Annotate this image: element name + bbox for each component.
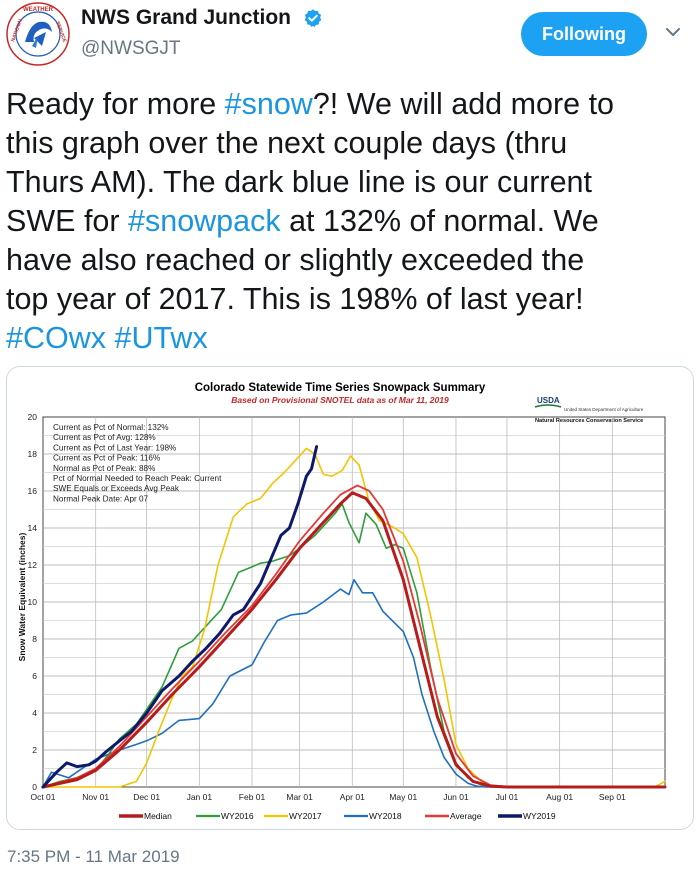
x-tick-label: Aug 01	[546, 792, 573, 802]
annotation-line: Normal as Pct of Peak: 88%	[53, 464, 155, 473]
legend-label-wy2017: WY2017	[289, 811, 322, 821]
text-segment: Ready for more	[6, 87, 225, 121]
verified-badge-icon	[304, 9, 322, 28]
tweet-line: this graph over the next couple days (th…	[6, 126, 568, 160]
chevron-down-icon[interactable]	[663, 22, 683, 42]
legend-label-average: Average	[450, 811, 482, 821]
snowpack-chart: Colorado Statewide Time Series Snowpack …	[7, 367, 693, 829]
y-axis-label: Snow Water Equivalent (inches)	[17, 533, 27, 662]
hashtag-cowx[interactable]: #COwx	[6, 321, 106, 355]
usda-logo-text: USDA	[537, 396, 560, 405]
text-segment: at 132% of normal. We	[280, 204, 599, 238]
tweet-line: #COwx #UTwx	[6, 319, 696, 358]
series-line-median	[41, 491, 667, 789]
x-tick-label: Jul 01	[496, 792, 519, 802]
tweet-media-image[interactable]: Colorado Statewide Time Series Snowpack …	[6, 366, 694, 830]
series-line-wy2018	[42, 579, 666, 788]
y-tick-label: 18	[28, 449, 38, 459]
series-line-wy2017	[42, 447, 666, 788]
y-tick-label: 8	[32, 634, 37, 644]
hashtag-utwx[interactable]: #UTwx	[114, 321, 208, 355]
chart-series	[41, 445, 667, 789]
hashtag-snowpack[interactable]: #snowpack	[128, 204, 281, 238]
annotation-line: Pct of Normal Needed to Reach Peak: Curr…	[53, 474, 222, 483]
annotation-line: SWE Equals or Exceeds Avg Peak	[53, 484, 180, 493]
y-tick-label: 10	[28, 597, 38, 607]
annotation-line: Current as Pct of Last Year: 198%	[53, 443, 176, 452]
y-tick-label: 14	[28, 523, 38, 533]
chart-background	[7, 367, 693, 829]
x-tick-label: Oct 01	[30, 792, 55, 802]
y-tick-label: 2	[32, 745, 37, 755]
y-tick-label: 12	[28, 560, 38, 570]
tweet-line: Thurs AM). The dark blue line is our cur…	[6, 165, 592, 199]
chart-grid	[42, 416, 666, 788]
tweet-text: Ready for more #snow?! We will add more …	[6, 85, 696, 358]
x-tick-label: Dec 01	[133, 792, 160, 802]
chart-title: Colorado Statewide Time Series Snowpack …	[195, 382, 486, 394]
text-segment: SWE for	[6, 204, 129, 238]
legend-label-wy2016: WY2016	[221, 811, 254, 821]
annotation-line: Current as Pct of Normal: 132%	[53, 423, 169, 432]
tweet-header: WEATHER NATIONAL SERVICE NWS Grand Junct…	[0, 0, 700, 80]
avatar-text-top: WEATHER	[23, 7, 54, 13]
series-line-wy2019	[41, 445, 319, 789]
user-handle[interactable]: @NWSGJT	[81, 38, 181, 59]
usda-logo: USDA United States Department of Agricul…	[534, 394, 644, 424]
usda-logo-swoosh	[534, 404, 562, 408]
usda-service-text: Natural Resources Conservation Service	[535, 418, 643, 424]
series-line-average	[42, 484, 666, 788]
x-tick-label: Mar 01	[286, 792, 313, 802]
chart-subtitle: Based on Provisional SNOTEL data as of M…	[231, 395, 449, 405]
tweet-line: have also reached or slightly exceeded t…	[6, 243, 585, 277]
x-tick-label: Apr 01	[340, 792, 365, 802]
legend-label-wy2019: WY2019	[523, 811, 556, 821]
x-tick-label: Nov 01	[82, 792, 109, 802]
y-tick-label: 16	[28, 486, 38, 496]
tweet-timestamp[interactable]: 7:35 PM - 11 Mar 2019	[7, 847, 180, 866]
y-tick-label: 4	[32, 708, 37, 718]
tweet-line: top year of 2017. This is 198% of last y…	[6, 282, 584, 316]
usda-dept-text: United States Department of Agriculture	[564, 407, 644, 412]
x-tick-label: Sep 01	[599, 792, 626, 802]
x-tick-label: May 01	[389, 792, 417, 802]
display-name[interactable]: NWS Grand Junction	[81, 6, 291, 29]
following-button[interactable]: Following	[521, 12, 647, 56]
y-tick-label: 6	[32, 671, 37, 681]
x-tick-label: Jan 01	[187, 792, 213, 802]
x-axis-ticks: Oct 01 Nov 01 Dec 01 Jan 01 Feb 01 Mar 01 Apr …	[30, 792, 626, 802]
x-tick-label: Feb 01	[239, 792, 266, 802]
y-axis-ticks: 0 2 4 6 8 10 12 14 16 18 20	[28, 412, 38, 792]
annotation-line: Normal Peak Date: Apr 07	[53, 494, 149, 503]
chart-annotations: Current as Pct of Normal: 132%Current as…	[53, 423, 222, 503]
annotation-line: Current as Pct of Avg: 128%	[53, 433, 156, 442]
nws-logo-icon[interactable]: WEATHER NATIONAL SERVICE	[6, 2, 70, 66]
tweet-line: Ready for more #snow?! We will add more …	[6, 85, 696, 124]
legend-label-median: Median	[144, 811, 172, 821]
tweet-line: SWE for #snowpack at 132% of normal. We	[6, 202, 696, 241]
usda-logo-box	[535, 394, 561, 406]
hashtag-snow[interactable]: #snow	[224, 87, 313, 121]
legend-label-wy2018: WY2018	[369, 811, 402, 821]
y-tick-label: 20	[28, 412, 38, 422]
text-segment: ?! We will add more to	[312, 87, 615, 121]
y-tick-label: 0	[32, 782, 37, 792]
chart-legend: Median WY2016 WY2017 WY2018 Average WY2019	[119, 811, 556, 821]
x-tick-label: Jun 01	[443, 792, 469, 802]
annotation-line: Current as Pct of Peak: 116%	[53, 454, 160, 463]
